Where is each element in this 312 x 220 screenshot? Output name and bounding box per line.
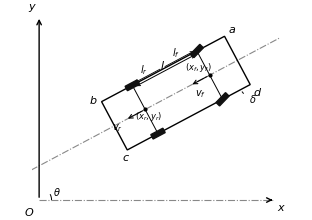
Polygon shape xyxy=(190,44,203,58)
Text: $O$: $O$ xyxy=(24,206,34,218)
Polygon shape xyxy=(151,128,165,139)
Text: $v_r$: $v_r$ xyxy=(112,123,123,134)
Text: $\theta$: $\theta$ xyxy=(53,186,61,198)
Text: $l_r$: $l_r$ xyxy=(140,64,148,77)
Text: $c$: $c$ xyxy=(122,153,130,163)
Text: $l_f$: $l_f$ xyxy=(173,46,180,60)
Text: $x$: $x$ xyxy=(277,203,285,213)
Text: $d$: $d$ xyxy=(253,86,262,98)
Polygon shape xyxy=(125,80,139,91)
Text: $(x_f, y_f)$: $(x_f, y_f)$ xyxy=(185,61,211,74)
Polygon shape xyxy=(216,93,229,106)
Text: $b$: $b$ xyxy=(89,94,97,106)
Text: $y$: $y$ xyxy=(28,2,37,14)
Text: $a$: $a$ xyxy=(227,25,236,35)
Text: $(x_r, y_r)$: $(x_r, y_r)$ xyxy=(135,110,162,123)
Text: $\delta$: $\delta$ xyxy=(249,93,256,104)
Text: $l$: $l$ xyxy=(160,59,165,71)
Text: $v_f$: $v_f$ xyxy=(195,88,206,100)
